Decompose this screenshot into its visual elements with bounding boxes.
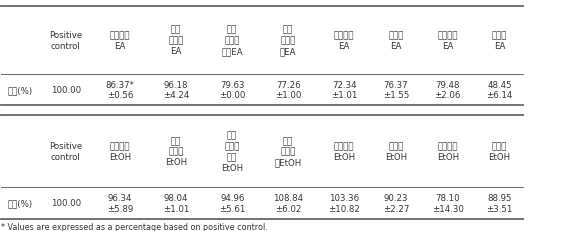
Text: 76.37
±1.55: 76.37 ±1.55 [383,80,409,100]
Text: 96.34
±5.89: 96.34 ±5.89 [107,193,134,213]
Text: 평균(%): 평균(%) [7,199,33,208]
Text: 자색
고구마
껴질
EtOH: 자색 고구마 껴질 EtOH [221,131,244,172]
Text: 산마껴질
EA: 산마껴질 EA [437,31,458,51]
Text: 103.36
±10.82: 103.36 ±10.82 [328,193,360,213]
Text: * Values are expressed as a percentage based on positive control.: * Values are expressed as a percentage b… [1,222,268,231]
Text: 79.48
±2.06: 79.48 ±2.06 [434,80,461,100]
Text: 108.84
±6.02: 108.84 ±6.02 [273,193,303,213]
Text: 자색
고구마
껴질EA: 자색 고구마 껴질EA [221,26,243,56]
Text: 90.23
±2.27: 90.23 ±2.27 [383,193,409,213]
Text: 78.10
±14.30: 78.10 ±14.30 [432,193,464,213]
Text: 72.34
±1.01: 72.34 ±1.01 [331,80,358,100]
Text: 연근껴질
EtOH: 연근껴질 EtOH [333,142,355,161]
Text: 더덕껴질
EtOH: 더덕껴질 EtOH [109,142,131,161]
Text: 94.96
±5.61: 94.96 ±5.61 [219,193,245,213]
Text: 연근껴질
EA: 연근껴질 EA [334,31,355,51]
Text: 86.37*
±0.56: 86.37* ±0.56 [106,80,135,100]
Text: 자색
고구마
속EA: 자색 고구마 속EA [280,26,296,56]
Text: 79.63
±0.00: 79.63 ±0.00 [219,80,245,100]
Text: 더덕껴질
EA: 더덕껴질 EA [110,31,131,51]
Text: 연근속
EA: 연근속 EA [388,31,403,51]
Text: 산마껴질
EtOH: 산마껴질 EtOH [437,142,459,161]
Text: 100.00: 100.00 [51,199,81,208]
Text: 48.45
±6.14: 48.45 ±6.14 [486,80,513,100]
Text: 산마속
EA: 산마속 EA [492,31,507,51]
Text: 연근속
EtOH: 연근속 EtOH [385,142,407,161]
Text: Positive
control: Positive control [49,142,83,161]
Text: 자색
고구마
속EtOH: 자색 고구마 속EtOH [274,136,302,167]
Text: 루이
보스차
EtOH: 루이 보스차 EtOH [165,136,187,167]
Text: 100.00: 100.00 [51,86,81,94]
Text: Positive
control: Positive control [49,31,83,51]
Text: 88.95
±3.51: 88.95 ±3.51 [486,193,513,213]
Text: 평균(%): 평균(%) [7,86,33,94]
Text: 77.26
±1.00: 77.26 ±1.00 [275,80,301,100]
Text: 98.04
±1.01: 98.04 ±1.01 [163,193,189,213]
Text: 96.18
±4.24: 96.18 ±4.24 [163,80,189,100]
Text: 루이
보스차
EA: 루이 보스차 EA [168,26,184,56]
Text: 산마속
EtOH: 산마속 EtOH [488,142,511,161]
